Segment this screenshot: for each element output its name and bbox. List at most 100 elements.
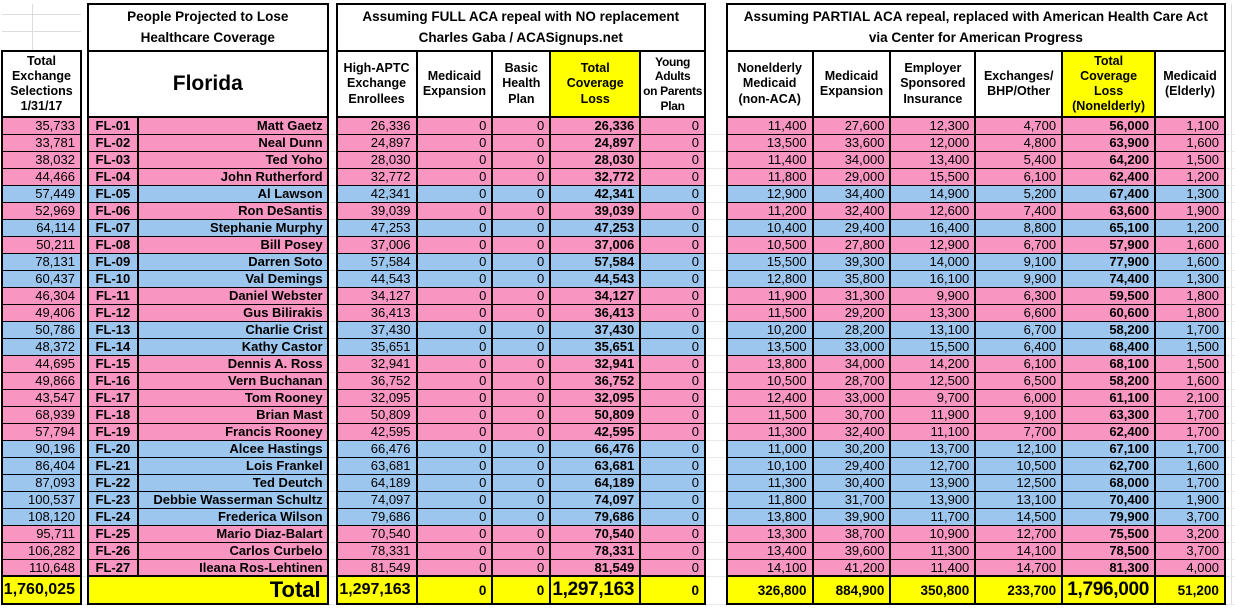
cell-representative-name[interactable]: Tom Rooney (136, 388, 329, 407)
cell-partial-repeal-1[interactable]: 29,400 (811, 218, 892, 237)
cell-district-code[interactable]: FL-20 (86, 439, 139, 458)
total-partial-repeal-5[interactable]: 51,200 (1154, 575, 1226, 605)
cell-full-repeal-0[interactable]: 81,549 (335, 558, 418, 577)
cell-district-code[interactable]: FL-05 (86, 184, 139, 203)
cell-partial-repeal-1[interactable]: 31,700 (811, 490, 892, 509)
cell-partial-repeal-1[interactable]: 30,200 (811, 439, 892, 458)
cell-partial-repeal-2[interactable]: 11,700 (889, 507, 977, 526)
cell-full-repeal-2[interactable]: 0 (491, 541, 552, 560)
cell-exchange-selections[interactable]: 60,437 (1, 269, 82, 288)
cell-full-repeal-0[interactable]: 28,030 (335, 150, 418, 169)
cell-full-repeal-4[interactable]: 0 (639, 133, 706, 152)
cell-exchange-selections[interactable]: 35,733 (1, 116, 82, 135)
cell-partial-repeal-4[interactable]: 56,000 (1061, 116, 1157, 135)
cell-full-repeal-3[interactable]: 32,772 (549, 167, 642, 186)
cell-full-repeal-2[interactable]: 0 (491, 269, 552, 288)
cell-partial-repeal-4[interactable]: 57,900 (1061, 235, 1157, 254)
cell-full-repeal-0[interactable]: 42,595 (335, 422, 418, 441)
cell-exchange-selections[interactable]: 38,032 (1, 150, 82, 169)
cell-full-repeal-2[interactable]: 0 (491, 490, 552, 509)
cell-partial-repeal-4[interactable]: 77,900 (1061, 252, 1157, 271)
cell-representative-name[interactable]: Debbie Wasserman Schultz (136, 490, 329, 509)
cell-representative-name[interactable]: Ileana Ros-Lehtinen (136, 558, 329, 577)
cell-partial-repeal-1[interactable]: 28,200 (811, 320, 892, 339)
cell-partial-repeal-2[interactable]: 12,600 (889, 201, 977, 220)
cell-full-repeal-4[interactable]: 0 (639, 405, 706, 424)
cell-full-repeal-2[interactable]: 0 (491, 286, 552, 305)
cell-full-repeal-0[interactable]: 50,809 (335, 405, 418, 424)
cell-full-repeal-4[interactable]: 0 (639, 320, 706, 339)
cell-full-repeal-0[interactable]: 79,686 (335, 507, 418, 526)
cell-partial-repeal-3[interactable]: 12,700 (974, 524, 1064, 543)
cell-partial-repeal-1[interactable]: 30,700 (811, 405, 892, 424)
cell-partial-repeal-3[interactable]: 5,200 (974, 184, 1064, 203)
total-partial-repeal-0[interactable]: 326,800 (725, 575, 814, 605)
cell-full-repeal-4[interactable]: 0 (639, 422, 706, 441)
cell-partial-repeal-2[interactable]: 10,900 (889, 524, 977, 543)
cell-district-code[interactable]: FL-14 (86, 337, 139, 356)
header-total-coverage-loss-nonelderly[interactable]: Total Coverage Loss (Nonelderly) (1061, 50, 1157, 118)
cell-partial-repeal-0[interactable]: 11,300 (725, 422, 814, 441)
cell-district-code[interactable]: FL-17 (86, 388, 139, 407)
cell-full-repeal-0[interactable]: 34,127 (335, 286, 418, 305)
cell-partial-repeal-1[interactable]: 34,000 (811, 354, 892, 373)
cell-full-repeal-3[interactable]: 36,413 (549, 303, 642, 322)
cell-district-code[interactable]: FL-16 (86, 371, 139, 390)
cell-full-repeal-0[interactable]: 32,941 (335, 354, 418, 373)
cell-partial-repeal-3[interactable]: 8,800 (974, 218, 1064, 237)
full-repeal-group-title[interactable]: Assuming FULL ACA repeal with NO replace… (335, 3, 706, 52)
cell-full-repeal-0[interactable]: 74,097 (335, 490, 418, 509)
cell-exchange-selections[interactable]: 50,211 (1, 235, 82, 254)
total-partial-repeal-1[interactable]: 884,900 (811, 575, 892, 605)
cell-partial-repeal-5[interactable]: 1,800 (1154, 303, 1226, 322)
total-full-repeal-2[interactable]: 0 (491, 575, 552, 605)
cell-exchange-selections[interactable]: 108,120 (1, 507, 82, 526)
cell-exchange-selections[interactable]: 49,406 (1, 303, 82, 322)
cell-exchange-selections[interactable]: 43,547 (1, 388, 82, 407)
cell-partial-repeal-3[interactable]: 5,400 (974, 150, 1064, 169)
cell-partial-repeal-3[interactable]: 9,100 (974, 405, 1064, 424)
cell-partial-repeal-5[interactable]: 1,800 (1154, 286, 1226, 305)
cell-full-repeal-2[interactable]: 0 (491, 252, 552, 271)
cell-full-repeal-3[interactable]: 36,752 (549, 371, 642, 390)
cell-full-repeal-3[interactable]: 63,681 (549, 456, 642, 475)
cell-full-repeal-0[interactable]: 36,752 (335, 371, 418, 390)
cell-partial-repeal-2[interactable]: 9,700 (889, 388, 977, 407)
cell-full-repeal-3[interactable]: 37,430 (549, 320, 642, 339)
cell-partial-repeal-1[interactable]: 33,000 (811, 337, 892, 356)
cell-district-code[interactable]: FL-02 (86, 133, 139, 152)
total-partial-repeal-3[interactable]: 233,700 (974, 575, 1064, 605)
cell-partial-repeal-4[interactable]: 59,500 (1061, 286, 1157, 305)
cell-full-repeal-3[interactable]: 42,595 (549, 422, 642, 441)
cell-full-repeal-3[interactable]: 28,030 (549, 150, 642, 169)
header-medicaid-expansion-full[interactable]: Medicaid Expansion (415, 50, 494, 118)
cell-partial-repeal-5[interactable]: 1,500 (1154, 150, 1226, 169)
cell-partial-repeal-5[interactable]: 1,600 (1154, 252, 1226, 271)
cell-partial-repeal-0[interactable]: 11,500 (725, 405, 814, 424)
cell-full-repeal-1[interactable]: 0 (415, 507, 494, 526)
cell-full-repeal-4[interactable]: 0 (639, 388, 706, 407)
cell-full-repeal-3[interactable]: 34,127 (549, 286, 642, 305)
cell-partial-repeal-5[interactable]: 1,600 (1154, 371, 1226, 390)
cell-partial-repeal-0[interactable]: 11,900 (725, 286, 814, 305)
cell-partial-repeal-5[interactable]: 1,600 (1154, 235, 1226, 254)
cell-exchange-selections[interactable]: 49,866 (1, 371, 82, 390)
cell-full-repeal-0[interactable]: 26,336 (335, 116, 418, 135)
cell-partial-repeal-4[interactable]: 79,900 (1061, 507, 1157, 526)
cell-full-repeal-2[interactable]: 0 (491, 558, 552, 577)
cell-partial-repeal-3[interactable]: 9,100 (974, 252, 1064, 271)
cell-district-code[interactable]: FL-08 (86, 235, 139, 254)
cell-partial-repeal-2[interactable]: 13,700 (889, 439, 977, 458)
cell-partial-repeal-3[interactable]: 12,100 (974, 439, 1064, 458)
cell-full-repeal-3[interactable]: 32,095 (549, 388, 642, 407)
cell-partial-repeal-2[interactable]: 15,500 (889, 337, 977, 356)
total-partial-repeal-4[interactable]: 1,796,000 (1061, 575, 1157, 605)
cell-full-repeal-1[interactable]: 0 (415, 541, 494, 560)
cell-full-repeal-3[interactable]: 32,941 (549, 354, 642, 373)
cell-partial-repeal-0[interactable]: 15,500 (725, 252, 814, 271)
cell-partial-repeal-0[interactable]: 11,300 (725, 473, 814, 492)
cell-full-repeal-0[interactable]: 36,413 (335, 303, 418, 322)
cell-full-repeal-4[interactable]: 0 (639, 558, 706, 577)
cell-full-repeal-3[interactable]: 81,549 (549, 558, 642, 577)
cell-partial-repeal-4[interactable]: 63,600 (1061, 201, 1157, 220)
